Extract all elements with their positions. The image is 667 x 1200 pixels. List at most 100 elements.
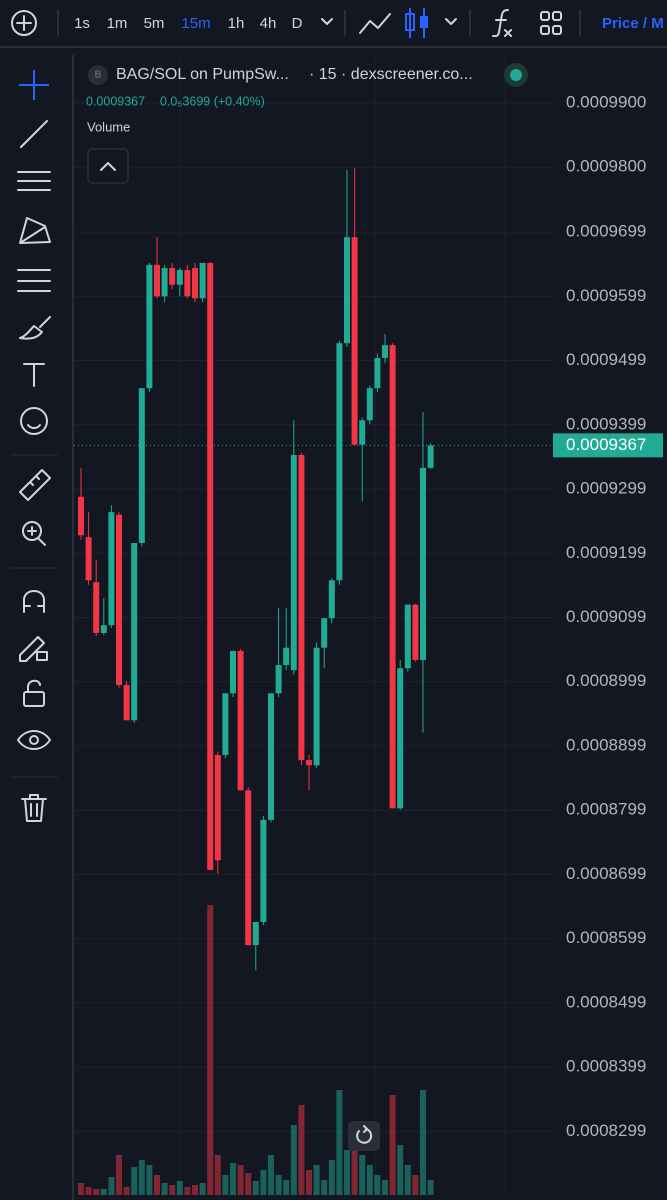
volume-bar <box>207 905 214 1195</box>
candle-body <box>214 754 221 861</box>
candle-body <box>245 790 252 946</box>
y-tick-label: 0.0008899 <box>566 735 646 754</box>
line-chart-button[interactable] <box>359 13 391 34</box>
lock-all-tool[interactable] <box>23 691 45 707</box>
reset-button[interactable] <box>348 1121 380 1151</box>
candle-body <box>138 388 145 543</box>
volume-bar <box>154 1175 160 1195</box>
lock-icon <box>27 679 41 693</box>
candle-body <box>146 264 153 389</box>
candle-body <box>116 514 122 685</box>
magnet-tool[interactable] <box>23 590 45 613</box>
crosshair-tool[interactable] <box>19 70 49 100</box>
candle-body <box>336 343 343 581</box>
lock-drawing-tool[interactable] <box>19 636 45 662</box>
text-tool[interactable] <box>23 363 45 387</box>
volume-bar <box>283 1180 290 1195</box>
y-tick-label: 0.0008299 <box>566 1121 646 1140</box>
vertical-grid <box>179 55 506 1195</box>
delete-tool[interactable] <box>21 794 47 822</box>
drawing-toolbar <box>10 70 58 822</box>
candle-body <box>382 345 388 358</box>
candle-body <box>306 760 312 766</box>
interval-button[interactable]: 4h <box>260 15 277 32</box>
volume-bar <box>85 1187 92 1195</box>
candle-body <box>192 268 198 299</box>
volume-bar <box>412 1175 419 1195</box>
symbol-icon <box>88 65 108 85</box>
top-toolbar: Price / M 1s 1m 5m 15m 1h 4h D <box>11 8 664 38</box>
volume-bar <box>108 1177 115 1195</box>
candle-body <box>161 268 168 297</box>
volume-bar <box>138 1160 145 1195</box>
collapse-legend-button[interactable] <box>87 148 129 184</box>
y-tick-label: 0.0009699 <box>566 222 646 241</box>
pattern-tool[interactable] <box>19 217 51 244</box>
candle-body <box>222 693 229 755</box>
interval-button[interactable]: D <box>292 15 303 32</box>
chart-type-dropdown[interactable] <box>445 18 457 25</box>
candle-body <box>230 650 236 694</box>
volume-bar <box>252 1181 259 1195</box>
brush-tool[interactable] <box>19 316 51 340</box>
emoji-icon <box>27 424 41 429</box>
volume-bars <box>78 905 434 1195</box>
forecast-tool[interactable] <box>17 269 51 292</box>
y-tick-label: 0.0008999 <box>566 671 646 690</box>
volume-bar <box>336 1090 343 1195</box>
candle-body <box>313 647 320 766</box>
candle-body <box>207 262 214 870</box>
candle-body <box>389 345 396 809</box>
ruler-tool[interactable] <box>19 469 51 501</box>
interval-dropdown[interactable] <box>321 18 333 25</box>
candle-body <box>283 647 290 666</box>
legend-price: 0.0009367 <box>86 94 145 108</box>
emoji-tool[interactable] <box>20 407 48 435</box>
volume-bar <box>366 1165 373 1195</box>
candle-icon <box>420 16 428 28</box>
candle-body <box>298 454 305 761</box>
candles <box>78 167 434 971</box>
volume-bar <box>161 1183 168 1195</box>
volume-bar <box>275 1175 282 1195</box>
layout-icon <box>540 25 550 35</box>
candle-body <box>260 819 267 922</box>
volume-bar <box>404 1165 411 1195</box>
zoom-tool[interactable] <box>22 521 42 541</box>
volume-bar <box>245 1173 252 1195</box>
interval-button[interactable]: 1m <box>107 15 128 32</box>
candle-body <box>366 388 373 421</box>
interval-button[interactable]: 5m <box>144 15 165 32</box>
candle-body <box>237 650 244 791</box>
price-toggle[interactable]: Price / M <box>602 15 664 32</box>
fib-tool[interactable] <box>17 171 51 191</box>
chart-legend: B BAG/SOL on PumpSw... · 15 · dexscreene… <box>86 63 528 184</box>
layout-button[interactable] <box>540 11 562 35</box>
candle-body <box>290 454 297 671</box>
zoom-icon <box>27 526 46 546</box>
interval-button[interactable]: 15m <box>181 15 210 32</box>
candle-body <box>268 693 274 820</box>
volume-bar <box>420 1090 426 1195</box>
volume-bar <box>351 1135 358 1195</box>
hide-tool[interactable] <box>17 730 51 750</box>
candle-chart-button[interactable] <box>405 8 428 38</box>
volume-bar <box>184 1187 191 1195</box>
add-symbol-button[interactable] <box>11 10 37 36</box>
candle-body <box>427 445 434 468</box>
candle-body <box>154 264 160 297</box>
trend-line-tool[interactable] <box>20 120 48 148</box>
indicators-button[interactable] <box>492 9 512 38</box>
y-tick-label: 0.0009299 <box>566 479 646 498</box>
candle-body <box>100 625 107 633</box>
interval-button[interactable]: 1h <box>228 15 245 32</box>
candle-body <box>93 582 100 633</box>
volume-bar <box>328 1160 335 1195</box>
candle-body <box>321 618 328 648</box>
interval-button[interactable]: 1s <box>74 15 90 32</box>
y-tick-label: 0.0008699 <box>566 864 646 883</box>
y-tick-label: 0.0009499 <box>566 350 646 369</box>
volume-bar <box>306 1170 312 1195</box>
price-axis: 0.0009900 0.0009800 0.0009699 0.0009599 0.00… <box>553 55 667 1200</box>
layout-icon <box>552 11 562 21</box>
